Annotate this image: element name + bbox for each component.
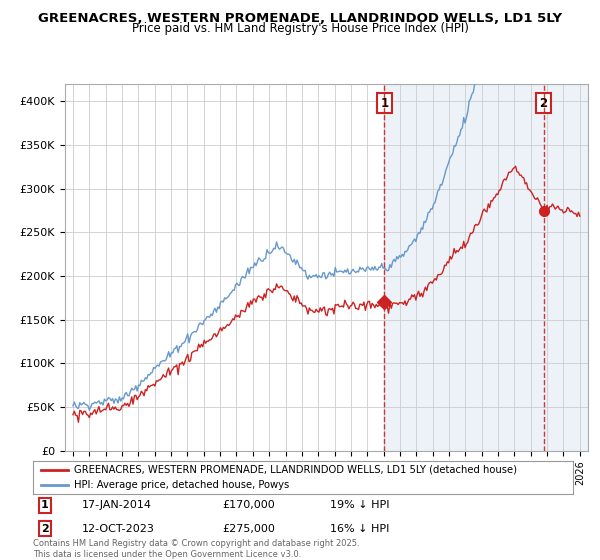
Text: Price paid vs. HM Land Registry's House Price Index (HPI): Price paid vs. HM Land Registry's House …	[131, 22, 469, 35]
Text: 19% ↓ HPI: 19% ↓ HPI	[330, 501, 389, 511]
Text: 12-OCT-2023: 12-OCT-2023	[82, 524, 154, 534]
Bar	[384, 84, 588, 451]
Text: 2: 2	[539, 97, 548, 110]
Text: HPI: Average price, detached house, Powys: HPI: Average price, detached house, Powy…	[74, 480, 289, 491]
Text: 1: 1	[380, 97, 388, 110]
Text: 16% ↓ HPI: 16% ↓ HPI	[330, 524, 389, 534]
Text: 1: 1	[41, 501, 49, 511]
Text: £275,000: £275,000	[222, 524, 275, 534]
Text: GREENACRES, WESTERN PROMENADE, LLANDRINDOD WELLS, LD1 5LY: GREENACRES, WESTERN PROMENADE, LLANDRIND…	[38, 12, 562, 25]
Text: Contains HM Land Registry data © Crown copyright and database right 2025.
This d: Contains HM Land Registry data © Crown c…	[33, 539, 359, 559]
Text: GREENACRES, WESTERN PROMENADE, LLANDRINDOD WELLS, LD1 5LY (detached house): GREENACRES, WESTERN PROMENADE, LLANDRIND…	[74, 465, 517, 475]
Text: 2: 2	[41, 524, 49, 534]
Text: 17-JAN-2014: 17-JAN-2014	[82, 501, 152, 511]
Text: £170,000: £170,000	[222, 501, 275, 511]
